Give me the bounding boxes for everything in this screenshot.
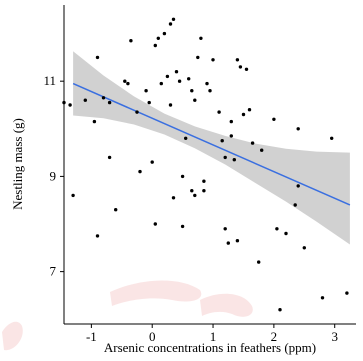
data-point <box>272 117 276 122</box>
data-point <box>156 36 160 40</box>
data-point <box>83 98 88 102</box>
x-tick-label: 1 <box>210 329 217 344</box>
data-point <box>205 81 209 86</box>
data-point <box>153 43 157 48</box>
x-ticks-layer: -1 0 1 2 3 <box>86 324 338 344</box>
data-point <box>123 79 127 83</box>
confidence-band <box>73 51 350 245</box>
data-point <box>107 155 112 160</box>
watermark-stroke-right <box>200 293 253 317</box>
data-point <box>202 189 206 193</box>
data-point <box>184 136 188 140</box>
data-point <box>217 110 221 114</box>
data-point <box>226 241 230 245</box>
data-point <box>138 169 142 174</box>
data-point <box>235 58 240 62</box>
watermark-shapes <box>2 280 253 351</box>
data-point <box>202 179 206 183</box>
data-point <box>171 17 176 21</box>
data-point <box>196 55 200 60</box>
data-point <box>241 112 246 117</box>
data-point <box>284 231 288 236</box>
watermark-stroke-left <box>2 321 23 351</box>
data-point <box>193 98 197 102</box>
data-point <box>153 222 157 226</box>
data-point <box>345 291 349 295</box>
data-point <box>107 100 112 105</box>
data-point <box>293 203 297 207</box>
data-point <box>174 70 179 74</box>
data-point <box>250 141 255 145</box>
data-point <box>95 234 100 238</box>
x-tick-label: 0 <box>149 329 156 344</box>
data-point <box>229 119 233 124</box>
data-point <box>302 246 306 250</box>
data-point <box>129 39 133 43</box>
x-axis-title: Arsenic concentrations in feathers (ppm) <box>104 340 316 355</box>
data-point <box>296 127 300 131</box>
y-tick-label: 9 <box>50 168 57 183</box>
data-point <box>232 158 236 162</box>
data-point <box>278 308 282 312</box>
data-point <box>260 148 264 152</box>
data-point <box>71 193 75 198</box>
data-point <box>223 155 227 160</box>
data-point <box>275 227 279 231</box>
data-point <box>177 79 182 83</box>
data-point <box>247 108 252 112</box>
data-point <box>168 22 173 26</box>
data-point <box>147 100 151 105</box>
data-point <box>193 193 197 198</box>
data-point <box>257 260 261 264</box>
data-point <box>165 74 170 79</box>
data-point <box>220 139 224 143</box>
data-point <box>114 208 118 212</box>
data-point <box>68 103 72 107</box>
data-point <box>144 89 148 93</box>
data-point <box>168 103 173 107</box>
data-point <box>235 239 240 243</box>
data-point <box>199 36 203 40</box>
confidence-band-layer <box>73 51 350 245</box>
data-points-layer <box>62 17 349 312</box>
data-point <box>190 89 194 93</box>
data-point <box>162 31 167 36</box>
data-point <box>211 58 215 62</box>
data-point <box>150 160 154 164</box>
data-point <box>159 81 163 86</box>
watermark-stroke-mid <box>110 280 202 306</box>
data-point <box>208 89 212 93</box>
data-point <box>320 296 325 300</box>
data-point <box>190 189 194 193</box>
data-point <box>126 81 130 86</box>
data-point <box>244 67 249 72</box>
y-axis-title: Nestling mass (g) <box>10 118 25 210</box>
y-tick-label: 7 <box>50 264 57 279</box>
data-point <box>187 77 191 81</box>
data-point <box>180 174 185 179</box>
data-point <box>180 224 185 229</box>
data-point <box>92 119 97 124</box>
data-point <box>296 184 300 188</box>
y-ticks-layer: 7 9 11 <box>43 73 64 279</box>
trend-line <box>72 82 351 206</box>
trend-line-layer <box>72 82 351 206</box>
data-point <box>135 110 139 114</box>
data-point <box>238 65 243 69</box>
x-tick-label: 3 <box>331 329 338 344</box>
x-tick-label: 2 <box>271 329 278 344</box>
data-point <box>229 134 233 138</box>
data-point <box>171 196 176 200</box>
y-tick-label: 11 <box>43 73 56 88</box>
data-point <box>101 96 106 100</box>
data-point <box>223 227 227 231</box>
x-tick-label: -1 <box>86 329 97 344</box>
data-point <box>330 136 334 140</box>
data-point <box>95 55 100 60</box>
